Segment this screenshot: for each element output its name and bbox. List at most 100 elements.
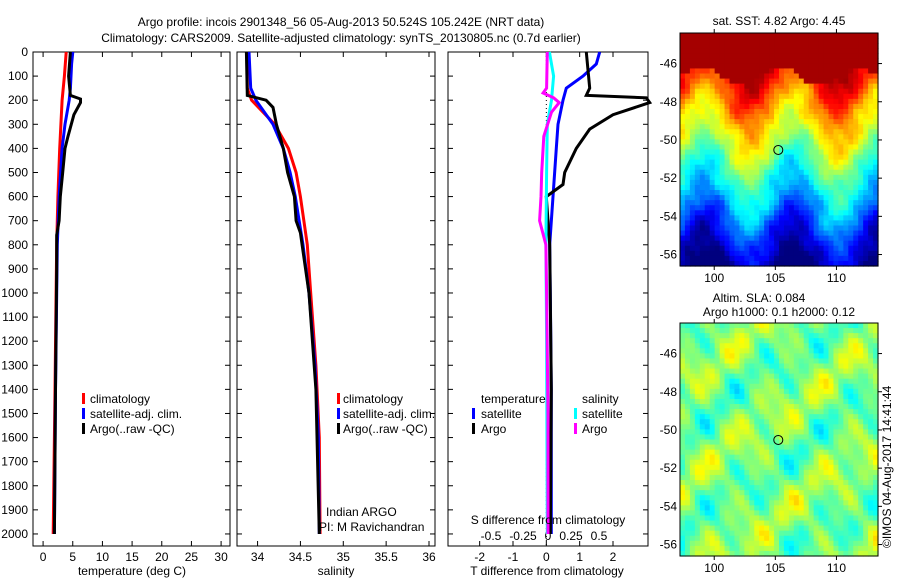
- map-cell: [848, 103, 854, 110]
- map-cell: [858, 439, 864, 446]
- map-cell: [719, 495, 726, 501]
- map-cell: [793, 348, 800, 354]
- map-cell: [863, 154, 869, 161]
- map-cell: [734, 124, 740, 130]
- map-cell: [759, 240, 765, 247]
- map-cell: [813, 108, 820, 115]
- map-cell: [868, 333, 874, 339]
- map-cell: [788, 393, 795, 400]
- map-cell: [759, 429, 765, 436]
- map-cell: [823, 414, 830, 420]
- map-cell: [769, 449, 775, 456]
- map-cell: [744, 235, 750, 242]
- map-cell: [729, 215, 736, 222]
- map-cell: [808, 88, 815, 95]
- map-cell: [788, 220, 795, 227]
- depth-tick-label: 1000: [1, 286, 28, 300]
- map-cell: [813, 525, 820, 532]
- map-cell: [788, 510, 795, 517]
- map-cell: [813, 535, 820, 542]
- map-cell: [719, 540, 726, 547]
- map-cell: [823, 333, 830, 339]
- map-cell: [774, 245, 780, 252]
- map-cell: [699, 358, 706, 365]
- map-cell: [853, 164, 859, 171]
- map-cell: [680, 179, 686, 186]
- map-cell: [779, 409, 785, 415]
- map-cell: [739, 353, 745, 360]
- map-cell: [684, 540, 691, 547]
- map-cell: [719, 154, 726, 161]
- map-cell: [779, 225, 785, 232]
- map-cell: [764, 93, 770, 100]
- map-cell: [853, 225, 859, 232]
- map-cell: [709, 240, 716, 247]
- map-cell: [828, 225, 835, 232]
- depth-tick-label: 600: [8, 190, 28, 204]
- map-cell: [739, 174, 745, 181]
- map-cell: [803, 338, 810, 344]
- map-cell: [774, 73, 780, 80]
- map-cell: [684, 159, 691, 166]
- map-cell: [759, 404, 765, 410]
- map-cell: [680, 225, 686, 232]
- map-cell: [744, 164, 750, 171]
- map-cell: [838, 398, 844, 405]
- map-cell: [798, 363, 805, 370]
- map-cell: [823, 525, 830, 532]
- lat-tick-label: -48: [660, 385, 678, 399]
- map-cell: [793, 454, 800, 461]
- map-cell: [838, 530, 844, 537]
- s-diff-label: S difference from climatology: [471, 513, 626, 527]
- map-cell: [714, 358, 721, 365]
- map-cell: [749, 454, 755, 461]
- map-cell: [680, 200, 686, 206]
- map-cell: [793, 505, 800, 512]
- map-cell: [739, 449, 745, 456]
- map-cell: [798, 144, 805, 151]
- map-cell: [714, 393, 721, 400]
- map-cell: [779, 159, 785, 166]
- map-cell: [843, 73, 849, 80]
- map-cell: [684, 459, 691, 466]
- map-cell: [709, 190, 716, 196]
- map-cell: [779, 459, 785, 466]
- map-cell: [873, 545, 879, 552]
- map-cell: [838, 338, 844, 344]
- map-cell: [813, 368, 820, 375]
- map-cell: [739, 215, 745, 222]
- map-cell: [863, 179, 869, 186]
- map-cell: [749, 515, 755, 522]
- map-cell: [729, 205, 736, 211]
- map-cell: [783, 124, 790, 130]
- map-cell: [868, 480, 874, 486]
- map-cell: [689, 449, 696, 456]
- map-cell: [769, 485, 775, 491]
- map-cell: [724, 174, 731, 181]
- map-cell: [739, 520, 745, 527]
- map-cell: [699, 93, 706, 100]
- map-cell: [823, 409, 830, 415]
- map-cell: [823, 184, 830, 191]
- map-cell: [759, 323, 765, 329]
- map-cell: [843, 190, 849, 196]
- map-cell: [699, 169, 706, 176]
- map-cell: [774, 535, 780, 542]
- map-cell: [798, 215, 805, 222]
- map-cell: [694, 474, 701, 481]
- map-cell: [808, 378, 815, 385]
- map-cell: [873, 220, 879, 227]
- map-cell: [754, 495, 760, 501]
- map-cell: [759, 63, 765, 70]
- map-cell: [858, 235, 864, 242]
- map-cell: [813, 38, 820, 44]
- map-cell: [719, 424, 726, 430]
- map-cell: [704, 540, 711, 547]
- map-cell: [684, 373, 691, 380]
- map-cell: [744, 154, 750, 161]
- map-cell: [808, 540, 815, 547]
- map-cell: [724, 373, 731, 380]
- map-cell: [754, 500, 760, 506]
- map-cell: [833, 378, 839, 385]
- map-cell: [709, 260, 716, 267]
